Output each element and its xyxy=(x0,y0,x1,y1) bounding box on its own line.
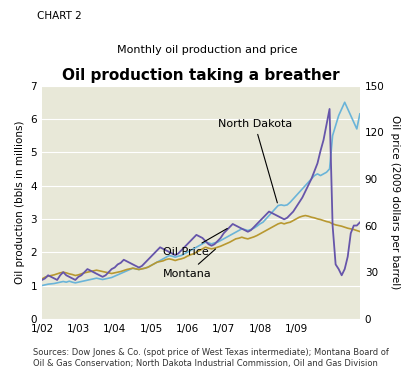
Text: Oil Price: Oil Price xyxy=(163,229,227,257)
Y-axis label: Oil production (bbls in millions): Oil production (bbls in millions) xyxy=(15,121,25,284)
Text: CHART 2: CHART 2 xyxy=(37,11,82,21)
Text: Monthly oil production and price: Monthly oil production and price xyxy=(117,45,298,55)
Text: Montana: Montana xyxy=(163,249,215,279)
Title: Oil production taking a breather: Oil production taking a breather xyxy=(62,68,340,83)
Text: Sources: Dow Jones & Co. (spot price of West Texas intermediate); Montana Board : Sources: Dow Jones & Co. (spot price of … xyxy=(33,348,389,368)
Text: North Dakota: North Dakota xyxy=(217,119,292,203)
Y-axis label: Oil price (2009 dollars per barrel): Oil price (2009 dollars per barrel) xyxy=(390,115,400,289)
